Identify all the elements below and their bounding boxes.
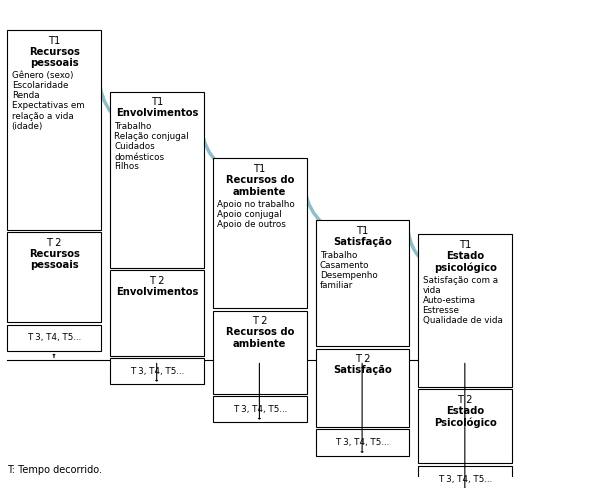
- Text: Satisfação com a
vida: Satisfação com a vida: [422, 276, 498, 295]
- FancyBboxPatch shape: [7, 232, 101, 323]
- Text: Trabalho: Trabalho: [320, 251, 357, 260]
- Text: Casamento: Casamento: [320, 261, 369, 269]
- Text: Expectativas em
relação a vida
(idade): Expectativas em relação a vida (idade): [12, 102, 84, 131]
- Text: T1: T1: [356, 226, 368, 236]
- Text: Recursos
pessoais: Recursos pessoais: [29, 46, 80, 68]
- FancyBboxPatch shape: [110, 270, 204, 356]
- Text: Apoio conjugal: Apoio conjugal: [217, 210, 282, 219]
- Text: Relação conjugal: Relação conjugal: [114, 132, 189, 141]
- Text: T 3, T4, T5...: T 3, T4, T5...: [130, 366, 184, 376]
- Text: T1: T1: [459, 240, 471, 250]
- Text: Qualidade de vida: Qualidade de vida: [422, 316, 503, 325]
- Text: Desempenho
familiar: Desempenho familiar: [320, 271, 378, 290]
- Text: T 3, T4, T5...: T 3, T4, T5...: [232, 405, 287, 414]
- Text: Auto-estima: Auto-estima: [422, 296, 476, 305]
- FancyBboxPatch shape: [316, 429, 409, 456]
- FancyBboxPatch shape: [418, 466, 512, 488]
- Text: Estresse: Estresse: [422, 306, 459, 315]
- Text: T: Tempo decorrido.: T: Tempo decorrido.: [7, 465, 103, 475]
- Text: Apoio de outros: Apoio de outros: [217, 220, 286, 229]
- Text: Recursos do
ambiente: Recursos do ambiente: [226, 175, 294, 197]
- Text: Estado
Psicológico: Estado Psicológico: [434, 406, 497, 428]
- Text: Satisfação: Satisfação: [333, 365, 392, 375]
- FancyBboxPatch shape: [418, 234, 512, 386]
- Text: Envolvimentos: Envolvimentos: [116, 287, 198, 297]
- Text: T 2: T 2: [354, 354, 370, 365]
- Text: T 3, T4, T5...: T 3, T4, T5...: [27, 333, 81, 343]
- FancyBboxPatch shape: [110, 92, 204, 268]
- Text: T1: T1: [151, 98, 163, 107]
- Text: T1: T1: [48, 36, 61, 46]
- Text: T 3, T4, T5...: T 3, T4, T5...: [438, 475, 492, 484]
- Text: T1: T1: [254, 164, 266, 174]
- FancyBboxPatch shape: [418, 389, 512, 463]
- FancyBboxPatch shape: [110, 358, 204, 384]
- Text: Gênero (sexo): Gênero (sexo): [12, 71, 73, 81]
- Text: T 2: T 2: [252, 316, 268, 326]
- Text: T 2: T 2: [47, 238, 62, 248]
- Text: Recursos do
ambiente: Recursos do ambiente: [226, 327, 294, 349]
- Text: Estado
psicológico: Estado psicológico: [433, 251, 497, 273]
- Text: T 3, T4, T5...: T 3, T4, T5...: [335, 438, 390, 447]
- FancyBboxPatch shape: [316, 348, 409, 427]
- FancyBboxPatch shape: [316, 220, 409, 346]
- FancyBboxPatch shape: [7, 325, 101, 351]
- Text: Apoio no trabalho: Apoio no trabalho: [217, 200, 295, 209]
- Text: T 2: T 2: [149, 276, 164, 286]
- Text: Filhos: Filhos: [114, 162, 139, 171]
- Text: Envolvimentos: Envolvimentos: [116, 108, 198, 119]
- Text: Trabalho: Trabalho: [114, 122, 152, 131]
- Text: Recursos
pessoais: Recursos pessoais: [29, 249, 80, 270]
- FancyBboxPatch shape: [7, 30, 101, 230]
- Text: Escolaridade: Escolaridade: [12, 81, 68, 90]
- Text: Renda: Renda: [12, 91, 39, 101]
- Text: T 2: T 2: [458, 395, 473, 405]
- Text: Satisfação: Satisfação: [333, 237, 392, 247]
- FancyBboxPatch shape: [213, 158, 307, 308]
- FancyBboxPatch shape: [213, 310, 307, 394]
- FancyBboxPatch shape: [213, 396, 307, 422]
- Text: Cuidados
domésticos: Cuidados domésticos: [114, 142, 164, 162]
